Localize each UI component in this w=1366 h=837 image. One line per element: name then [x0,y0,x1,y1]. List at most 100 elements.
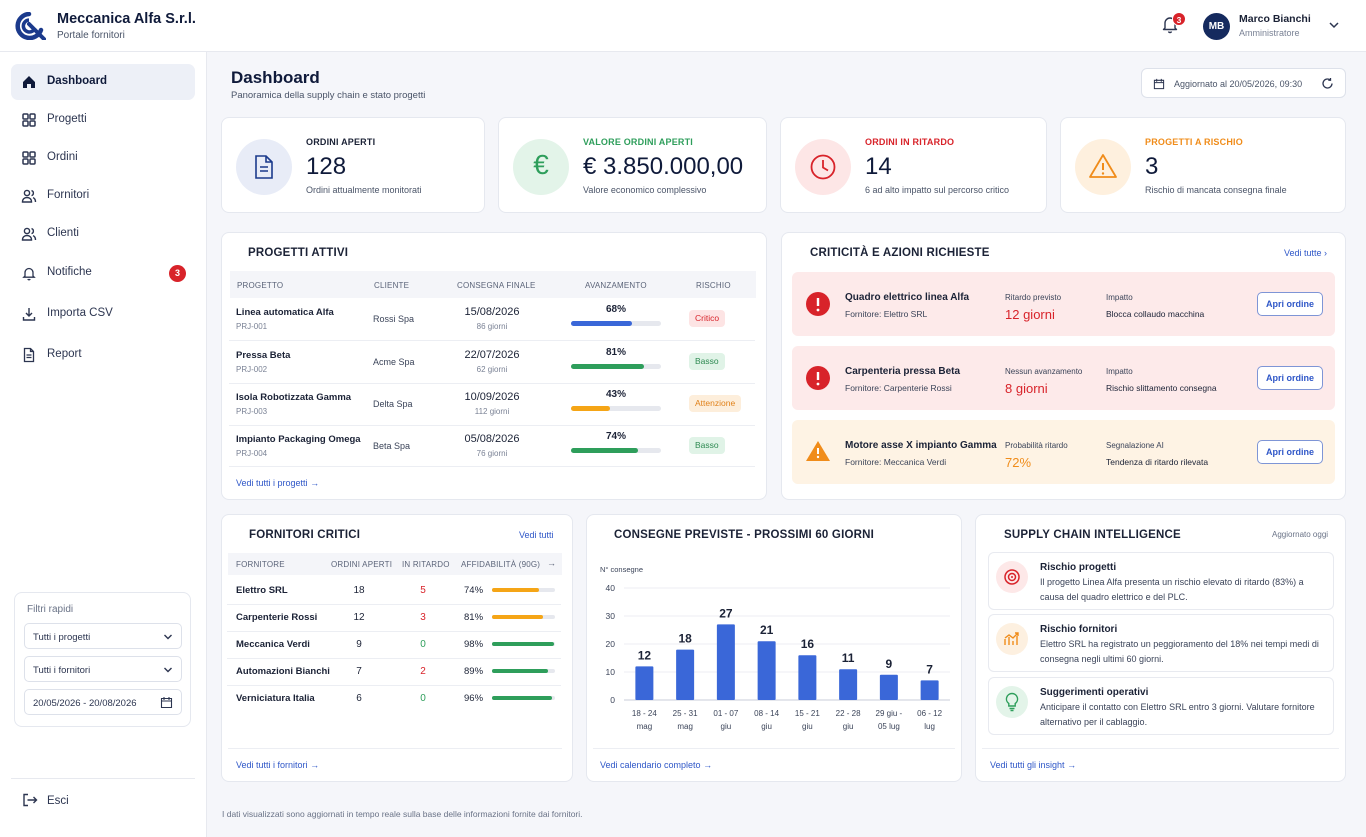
reliability-bar [492,615,555,619]
row-divider [227,685,561,686]
sidebar-item-clienti[interactable]: Clienti [11,216,195,252]
reliability-bar [492,669,555,673]
warning-icon [805,439,831,463]
warning-icon [1089,154,1117,178]
progress-bar-fill [571,406,610,411]
x-tick-label: 29 giu - [876,709,903,718]
table-header [228,553,562,575]
project-filter-select[interactable]: Tutti i progetti [24,623,182,649]
critical-impact-value: Rischio slittamento consegna [1106,383,1217,393]
supplier-name[interactable]: Carpenterie Rossi [236,612,318,623]
supplier-filter-select[interactable]: Tutti i fornitori [24,656,182,682]
days-remaining: 76 giorni [476,449,508,458]
insight-item[interactable]: Rischio progetti Il progetto Linea Alfa … [988,552,1334,610]
open-order-button[interactable]: Apri ordine [1257,292,1323,316]
insight-text: Elettro SRL ha registrato un peggioramen… [1040,639,1319,664]
sidebar-item-importa-csv[interactable]: Importa CSV [11,296,195,332]
view-all-projects-link[interactable]: Vedi tutti i progetti → [236,478,319,488]
users-icon [21,227,37,241]
avatar[interactable]: MB [1203,13,1230,40]
row-divider [227,631,561,632]
view-all-suppliers-top-link[interactable]: Vedi tutti [519,530,554,540]
project-name[interactable]: Isola Robotizzata Gamma [236,392,352,403]
supplier-name[interactable]: Verniciatura Italia [236,693,315,704]
filters-title: Filtri rapidi [27,604,74,615]
project-name[interactable]: Impianto Packaging Omega [236,434,361,445]
chart-bar [798,655,817,700]
target-icon [1004,569,1020,585]
user-menu-chevron-down-icon[interactable] [1328,20,1340,30]
view-all-insights-link[interactable]: Vedi tutti gli insight → [990,760,1076,770]
insight-text: Il progetto Linea Alfa presenta un risch… [1040,577,1304,602]
sidebar-item-ordini[interactable]: Ordini [11,140,195,176]
supplier-name[interactable]: Automazioni Bianchi [236,666,330,677]
x-tick-label: mag [637,722,653,731]
user-role: Amministratore [1239,28,1300,38]
critical-item[interactable]: Carpenteria pressa Beta Fornitore: Carpen… [792,346,1335,410]
project-name[interactable]: Linea automatica Alfa [236,307,334,318]
insight-item[interactable]: Rischio fornitori Elettro SRL ha registr… [988,614,1334,672]
supplier-name[interactable]: Elettro SRL [236,585,288,596]
project-name[interactable]: Pressa Beta [236,350,291,361]
row-divider [227,604,561,605]
view-all-suppliers-link[interactable]: Vedi tutti i fornitori → [236,760,319,770]
x-tick-label: 05 lug [878,722,900,731]
arrow-right-icon[interactable]: → [547,558,556,568]
days-remaining: 112 giorni [474,407,510,416]
open-order-button[interactable]: Apri ordine [1257,440,1323,464]
notification-count-badge: 3 [169,265,186,282]
row-divider [229,383,755,384]
reliability-bar [492,588,555,592]
view-full-calendar-link[interactable]: Vedi calendario completo → [600,760,712,770]
user-name: Marco Bianchi [1239,13,1311,25]
sidebar-item-progetti[interactable]: Progetti [11,102,195,138]
divider [982,748,1339,749]
progress-bar [571,321,661,326]
date-range-picker[interactable]: 20/05/2026 - 20/08/2026 [24,689,182,715]
sidebar-item-fornitori[interactable]: Fornitori [11,178,195,214]
open-orders-count: 6 [356,693,362,704]
notifications-button[interactable]: 3 [1160,12,1186,38]
x-tick-label: 22 - 28 [836,709,861,718]
sidebar-item-report[interactable]: Report [11,337,195,373]
page-subtitle: Panoramica della supply chain e stato pr… [231,90,426,101]
x-tick-label: giu [721,722,732,731]
kpi-card-open-orders: ORDINI APERTI 128 Ordini attualmente mon… [221,117,485,213]
chart-bar [635,666,654,700]
critical-item[interactable]: Quadro elettrico linea Alfa Fornitore: El… [792,272,1335,336]
deliveries-bar-chart: 0 10 20 30 40 12 18 - 24 mag 18 25 - 31 mag 27 01 - … [606,583,950,731]
critical-item[interactable]: Motore asse X impianto Gamma Fornitore: M… [792,420,1335,484]
last-updated-text: Aggiornato al 20/05/2026, 09:30 [1174,79,1303,89]
logout-button[interactable]: Esci [11,778,195,818]
insight-item[interactable]: Suggerimenti operativi Anticipare il con… [988,677,1334,735]
link-label: Vedi tutti i fornitori [236,760,308,770]
risk-badge: Basso [689,353,725,370]
reliability-bar [492,696,555,700]
page-title: Dashboard [231,68,320,87]
sidebar-item-dashboard[interactable]: Dashboard [11,64,195,100]
insight-icon-circle [996,561,1028,593]
open-order-button[interactable]: Apri ordine [1257,366,1323,390]
client-name: Delta Spa [373,399,413,409]
sidebar-item-notifiche[interactable]: Notifiche 3 [11,255,195,291]
row-divider [229,425,755,426]
logout-icon [23,793,38,807]
quick-filters-panel: Filtri rapidi Tutti i progetti Tutti i f… [14,592,191,727]
calendar-icon [160,697,173,709]
kpi-icon-circle [1075,139,1131,195]
refresh-icon[interactable] [1321,77,1334,90]
arrow-right-icon: → [310,760,320,770]
kpi-label: ORDINI APERTI [306,137,376,147]
view-all-critical-link[interactable]: Vedi tutte › [1284,248,1327,258]
row-divider [229,340,755,341]
supplier-name[interactable]: Meccanica Verdi [236,639,310,650]
kpi-subtitle: Valore economico complessivo [583,185,707,195]
critical-item-supplier: Fornitore: Carpenterie Rossi [845,383,952,393]
kpi-icon-circle: € [513,139,569,195]
bar-value-label: 7 [926,662,933,676]
chevron-down-icon [164,667,172,673]
euro-icon: € [533,149,549,180]
link-label: Vedi tutti gli insight [990,760,1065,770]
company-logo-icon[interactable] [15,12,46,40]
column-header: AFFIDABILITÀ (90G) [461,560,541,569]
